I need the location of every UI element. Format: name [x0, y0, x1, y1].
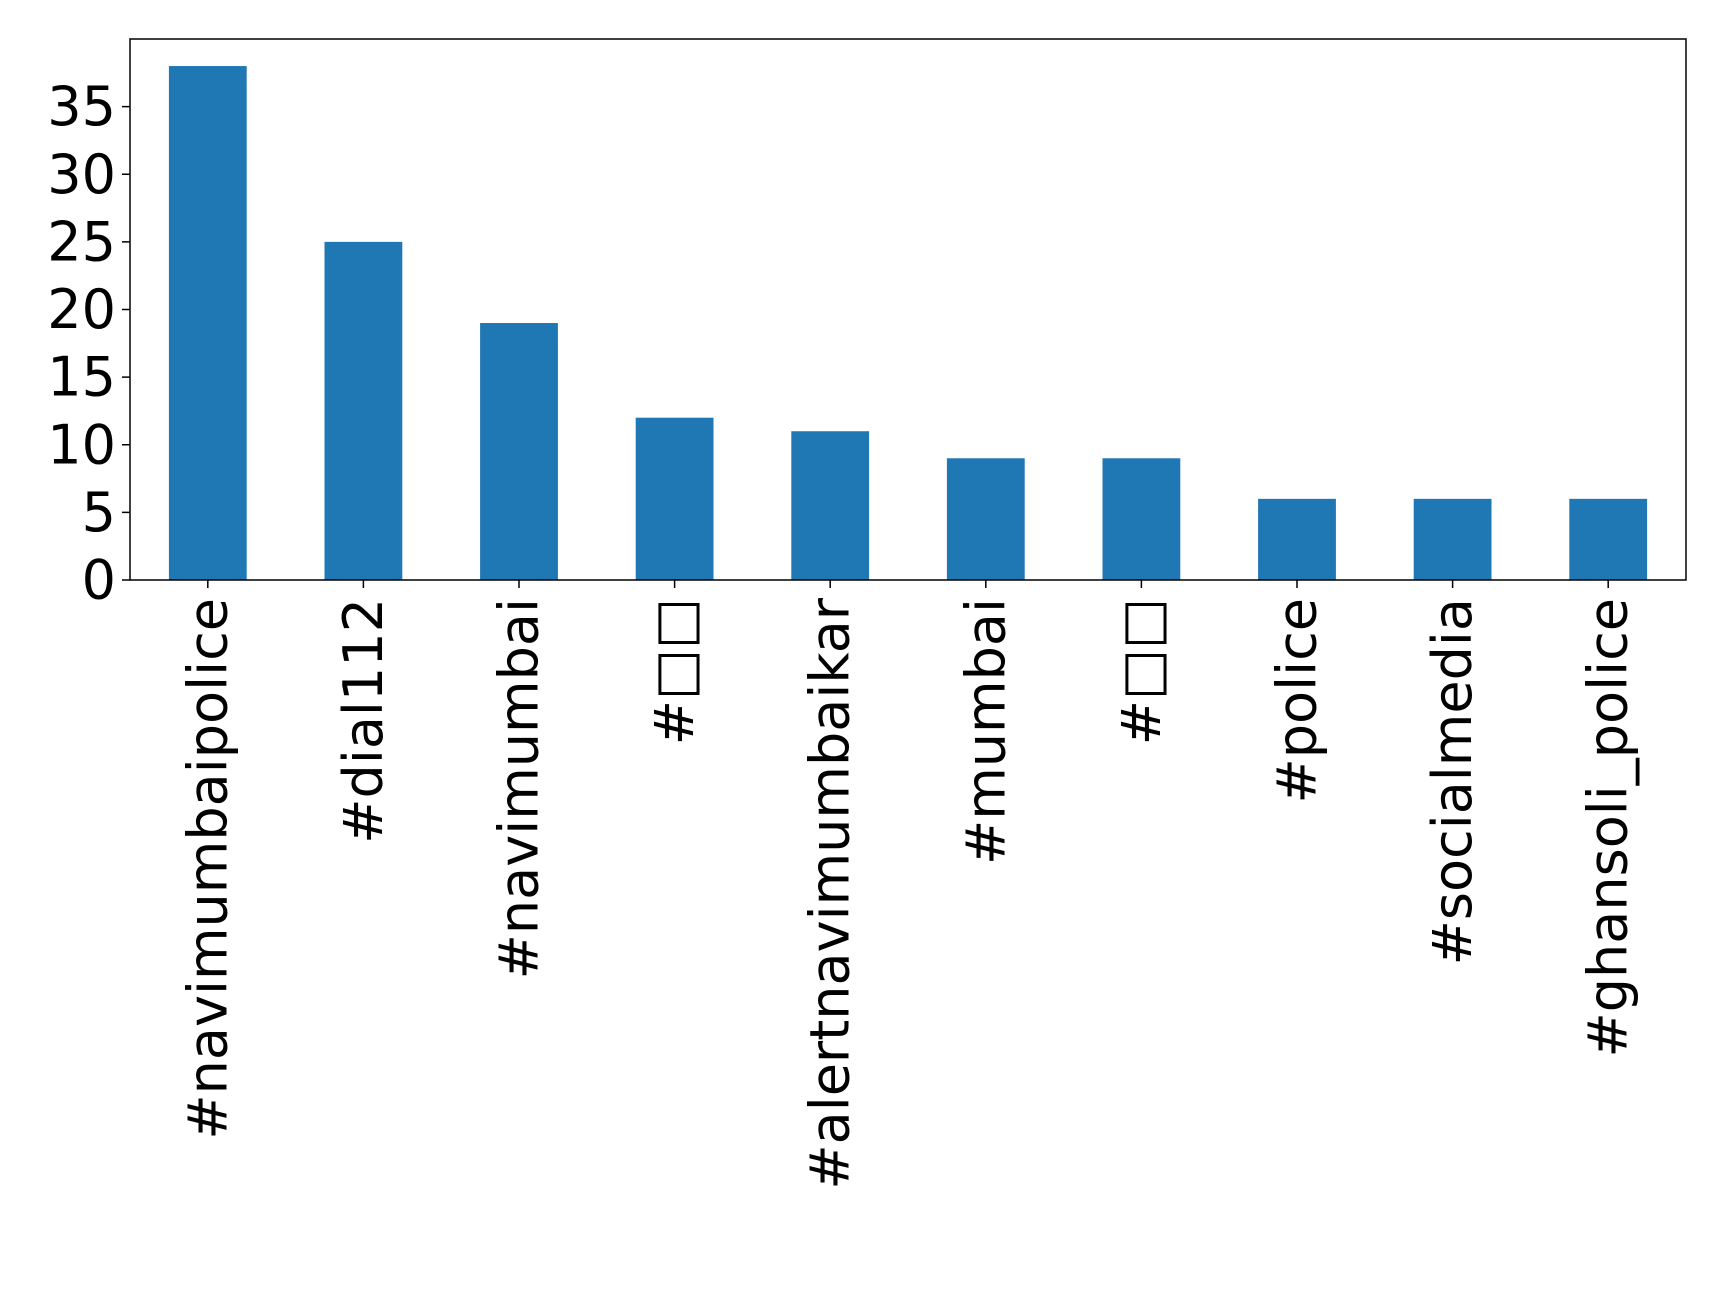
bar: [791, 431, 870, 580]
bars-group: [168, 66, 1648, 581]
x-tick-label: #navimumbai: [488, 598, 551, 979]
bar: [946, 458, 1025, 580]
plot-frame: [129, 38, 1687, 581]
y-tick-label: 35: [47, 75, 116, 138]
bar: [1569, 498, 1648, 580]
y-tick-label: 20: [47, 278, 116, 341]
bar: [635, 417, 714, 580]
x-tick-label: #police: [1266, 598, 1329, 803]
bar: [1102, 458, 1181, 580]
x-tick-label: #□□: [1110, 598, 1173, 745]
x-tick-label: #dial112: [332, 598, 395, 844]
y-tick-label: 25: [47, 210, 116, 273]
y-tick-label: 0: [82, 549, 116, 612]
x-tick-label: #alertnavimumbaikar: [799, 597, 862, 1189]
bar: [324, 241, 403, 580]
y-tick-label: 10: [47, 413, 116, 476]
x-axis: #navimumbaipolice #dial112 #navimumbai #□□ #…: [176, 580, 1640, 1190]
x-tick-label: #ghansoli_police: [1577, 598, 1640, 1057]
bar: [1413, 498, 1492, 580]
y-tick-label: 30: [47, 143, 116, 206]
y-tick-label: 5: [82, 481, 116, 544]
bar: [1258, 498, 1336, 580]
bar: [168, 66, 247, 581]
x-tick-label: #socialmedia: [1421, 598, 1484, 965]
bar: [480, 323, 558, 580]
x-tick-label: #mumbai: [954, 598, 1017, 865]
x-tick-label: #navimumbaipolice: [176, 598, 239, 1140]
y-tick-label: 15: [47, 346, 116, 409]
x-tick-label: #□□: [643, 598, 706, 745]
